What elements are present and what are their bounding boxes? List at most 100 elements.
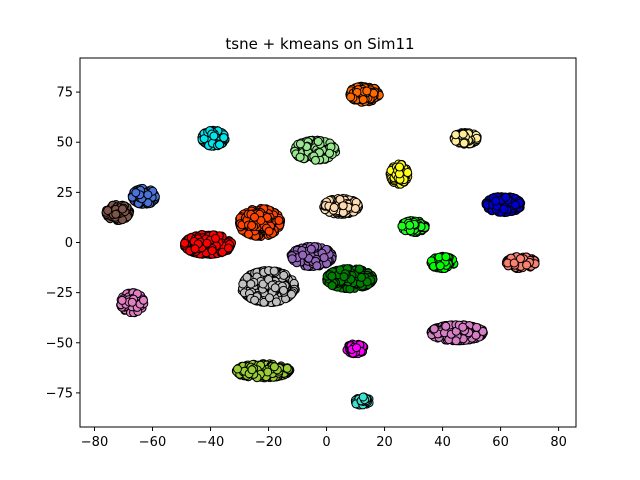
cluster-3 <box>290 135 341 165</box>
data-point <box>358 95 368 105</box>
y-tick-label: −25 <box>46 286 73 301</box>
cluster-19 <box>426 320 488 346</box>
cluster-22 <box>350 392 374 410</box>
cluster-7 <box>127 183 160 209</box>
cluster-21 <box>231 359 295 383</box>
data-point <box>238 279 248 289</box>
data-point <box>405 220 415 230</box>
data-point <box>263 367 273 377</box>
data-point <box>223 243 233 253</box>
data-point <box>319 253 329 263</box>
cluster-9 <box>319 193 363 219</box>
x-tick-label: 0 <box>322 435 330 450</box>
data-point <box>103 206 113 215</box>
data-point <box>287 289 296 299</box>
data-point <box>451 130 461 140</box>
data-point <box>329 203 339 212</box>
data-point <box>264 226 274 236</box>
data-point <box>306 244 316 254</box>
data-point <box>435 261 445 271</box>
x-tick-label: 80 <box>550 435 567 450</box>
data-point <box>451 336 461 346</box>
data-point <box>338 201 348 211</box>
y-tick-label: 25 <box>56 186 73 201</box>
data-point <box>270 283 280 293</box>
data-point <box>274 216 284 225</box>
data-point <box>458 129 468 139</box>
data-point <box>441 252 451 262</box>
data-point <box>287 254 297 264</box>
data-point <box>362 86 372 96</box>
data-point <box>247 221 257 230</box>
x-tick-label: 20 <box>376 435 393 450</box>
data-point <box>352 343 361 353</box>
data-point <box>313 137 323 146</box>
y-tick-label: −75 <box>46 386 73 401</box>
y-tick-label: 50 <box>56 136 73 151</box>
data-point <box>501 192 511 202</box>
cluster-17 <box>501 252 540 274</box>
data-point <box>265 293 274 303</box>
data-point <box>441 321 451 331</box>
data-point <box>233 364 242 374</box>
data-point <box>279 285 288 295</box>
data-point <box>247 365 257 375</box>
data-point <box>244 229 254 239</box>
data-point <box>459 138 469 148</box>
data-point <box>403 168 413 177</box>
data-point <box>246 279 256 289</box>
data-point <box>295 139 305 149</box>
cluster-4 <box>449 128 482 149</box>
data-point <box>327 271 337 281</box>
data-point <box>117 295 127 305</box>
data-point <box>269 266 279 276</box>
data-point <box>282 363 292 373</box>
cluster-6 <box>481 192 526 218</box>
x-tick-label: −20 <box>255 435 282 450</box>
x-tick-label: −80 <box>81 435 108 450</box>
data-point <box>279 270 289 280</box>
cluster-13 <box>286 242 337 271</box>
data-point <box>397 221 407 231</box>
data-point <box>215 140 224 150</box>
cluster-10 <box>235 203 286 241</box>
data-points <box>101 81 540 410</box>
data-point <box>499 204 509 214</box>
data-point <box>357 272 366 282</box>
y-tick-label: 75 <box>56 86 73 101</box>
y-tick-label: −50 <box>46 336 73 351</box>
data-point <box>250 295 260 305</box>
cluster-2 <box>197 125 230 151</box>
cluster-18 <box>116 288 149 318</box>
data-point <box>131 188 141 198</box>
data-point <box>312 261 322 271</box>
y-tick-label: 0 <box>65 236 73 251</box>
data-point <box>522 260 532 270</box>
data-point <box>202 238 212 248</box>
data-point <box>269 362 279 372</box>
data-point <box>395 162 404 172</box>
data-point <box>346 92 356 102</box>
data-point <box>209 131 219 141</box>
x-tick-label: 40 <box>434 435 451 450</box>
cluster-8 <box>101 200 135 225</box>
data-point <box>143 190 153 200</box>
data-point <box>219 133 229 143</box>
data-point <box>211 233 220 243</box>
cluster-20 <box>342 339 369 359</box>
data-point <box>511 200 520 210</box>
data-point <box>111 209 121 219</box>
data-point <box>350 204 360 213</box>
data-point <box>327 281 337 291</box>
data-point <box>472 322 482 332</box>
cluster-1 <box>345 81 384 107</box>
data-point <box>358 392 368 402</box>
data-point <box>458 322 468 332</box>
x-tick-label: −40 <box>197 435 224 450</box>
x-tick-label: −60 <box>139 435 166 450</box>
data-point <box>429 324 439 334</box>
data-point <box>325 148 334 158</box>
cluster-5 <box>385 159 413 189</box>
data-point <box>139 295 148 305</box>
